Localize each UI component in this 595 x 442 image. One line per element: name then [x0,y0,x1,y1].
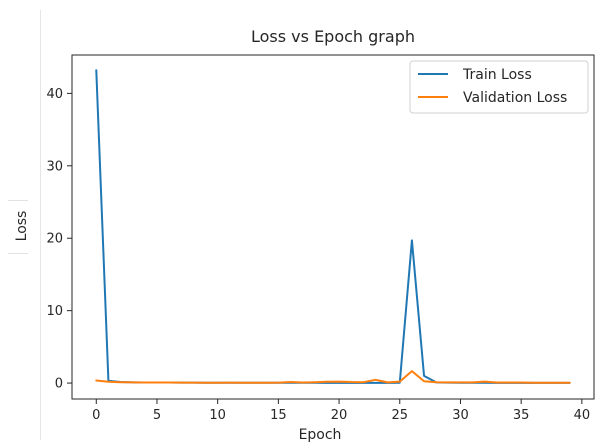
y-tick-label: 0 [55,377,63,392]
x-axis-ticks: 0 5 10 15 20 25 30 35 40 [92,399,590,423]
y-tick-label: 20 [46,232,63,247]
y-tick-label: 30 [46,159,63,174]
legend-box [409,60,589,114]
ylabel-bracket [8,200,28,254]
x-tick-label: 0 [92,408,100,423]
page-edge-line [40,10,41,440]
y-axis-label: Loss [14,211,30,242]
legend-label-train-loss: Train Loss [462,67,532,83]
x-tick-label: 25 [391,408,408,423]
legend-label-validation-loss: Validation Loss [463,90,567,106]
x-tick-label: 10 [209,408,226,423]
x-tick-label: 20 [331,408,348,423]
x-axis-label: Epoch [299,427,342,442]
x-tick-label: 15 [270,408,287,423]
y-axis-ticks: 0 10 20 30 40 [46,87,72,392]
series-line-validation-loss [95,370,571,384]
y-tick-label: 40 [46,87,63,102]
x-tick-label: 5 [153,408,161,423]
plot-frame [71,54,595,400]
y-tick-label: 10 [46,304,63,319]
series-line-train-loss [95,69,571,384]
x-tick-label: 35 [513,408,530,423]
x-tick-label: 40 [574,408,591,423]
chart-title: Loss vs Epoch graph [251,27,415,46]
legend: Train Loss Validation Loss [409,60,589,114]
series-layer [95,69,571,384]
x-tick-label: 30 [452,408,469,423]
